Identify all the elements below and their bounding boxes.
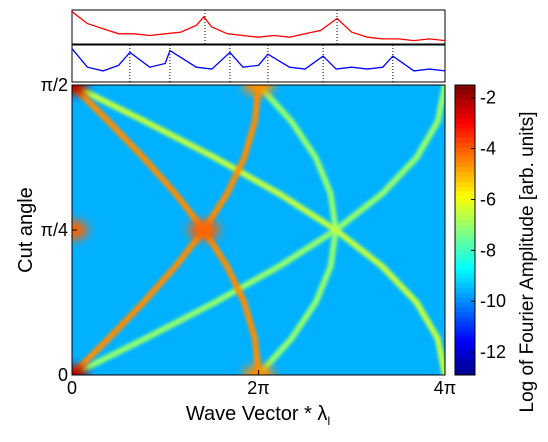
x-tick-label: 2π: [247, 378, 269, 398]
colorbar-label: Log of Fourier Amplitude [arb. units]: [517, 112, 538, 413]
colorbar-cell: [455, 234, 475, 241]
colorbar-tick-label: -2: [480, 88, 496, 108]
colorbar-cell: [455, 278, 475, 284]
colorbar-tick-label: -6: [480, 189, 496, 209]
colorbar-cell: [455, 152, 475, 158]
plot-frame: [71, 44, 446, 83]
colorbar-tick-label: -10: [480, 291, 506, 311]
y-axis-label: Cut angle: [15, 187, 37, 273]
hotspot: [72, 220, 88, 240]
colorbar-cell: [455, 225, 475, 231]
colorbar-cell: [455, 283, 475, 289]
hotspot: [72, 365, 88, 375]
colorbar-cell: [455, 186, 475, 192]
colorbar-cell: [455, 205, 475, 212]
colorbar-cell: [455, 172, 475, 178]
colorbar-cell: [455, 89, 475, 96]
colorbar-cell: [455, 157, 475, 163]
colorbar-cell: [455, 326, 475, 332]
colorbar-cell: [455, 288, 475, 294]
colorbar-cell: [455, 133, 475, 139]
colorbar-cell: [455, 360, 475, 366]
ridge: [72, 85, 445, 375]
colorbar-cell: [455, 244, 475, 250]
colorbar-cell: [455, 273, 475, 279]
colorbar-cell: [455, 254, 475, 260]
colorbar-cell: [455, 370, 475, 376]
colorbar-cell: [455, 239, 475, 245]
colorbar-cell: [455, 128, 475, 134]
colorbar-cell: [455, 181, 475, 187]
colorbar-cell: [455, 292, 475, 299]
colorbar-cell: [455, 85, 475, 91]
x-tick-label: 4π: [434, 378, 456, 398]
y-tick-label: π/2: [41, 75, 68, 95]
colorbar-cell: [455, 196, 475, 202]
colorbar-cell: [455, 297, 475, 303]
colorbar-cell: [455, 176, 475, 183]
colorbar-cell: [455, 104, 475, 110]
colorbar-cell: [455, 263, 475, 270]
hotspot: [242, 85, 275, 95]
colorbar-cell: [455, 210, 475, 216]
colorbar-cell: [455, 331, 475, 337]
colorbar-cell: [455, 350, 475, 357]
colorbar-cell: [455, 99, 475, 105]
hotspot: [72, 85, 88, 95]
colorbar-cell: [455, 230, 475, 236]
colorbar-cell: [455, 123, 475, 129]
hotspot: [187, 220, 220, 240]
colorbar-cell: [455, 215, 475, 221]
colorbar-cell: [455, 220, 475, 226]
colorbar-cell: [455, 147, 475, 154]
colorbar-cell: [455, 138, 475, 144]
x-tick-label: 0: [67, 378, 77, 398]
colorbar-cell: [455, 167, 475, 173]
x-axis-label-sub: l: [327, 414, 330, 428]
heatmap: [72, 85, 445, 375]
colorbar-cell: [455, 346, 475, 352]
colorbar-tick-label: -4: [480, 139, 496, 159]
colorbar-cell: [455, 317, 475, 323]
colorbar-cell: [455, 118, 475, 125]
colorbar-cell: [455, 191, 475, 197]
colorbar-cell: [455, 321, 475, 328]
colorbar-tick-label: -12: [480, 342, 506, 362]
colorbar-cell: [455, 365, 475, 371]
colorbar-cell: [455, 114, 475, 120]
colorbar-cell: [455, 341, 475, 347]
colorbar-cell: [455, 143, 475, 149]
spectrum-line: [71, 11, 446, 42]
y-tick-label: π/4: [41, 220, 68, 240]
spectrum-line: [71, 48, 446, 72]
colorbar-cell: [455, 268, 475, 274]
colorbar-cell: [455, 249, 475, 255]
colorbar-cell: [455, 336, 475, 342]
colorbar-cell: [455, 201, 475, 207]
colorbar-cell: [455, 94, 475, 100]
x-axis-label-main: Wave Vector * λ: [186, 403, 328, 425]
colorbar-cell: [455, 109, 475, 115]
colorbar-tick-label: -8: [480, 240, 496, 260]
x-axis-label: Wave Vector * λl: [186, 403, 330, 428]
y-tick-label: 0: [58, 365, 68, 385]
colorbar-cell: [455, 162, 475, 168]
colorbar-frame: [454, 84, 476, 376]
colorbar-cell: [455, 355, 475, 361]
colorbar-cell: [455, 307, 475, 313]
colorbar-cell: [455, 312, 475, 318]
colorbar-cell: [455, 302, 475, 308]
colorbar-cell: [455, 259, 475, 265]
